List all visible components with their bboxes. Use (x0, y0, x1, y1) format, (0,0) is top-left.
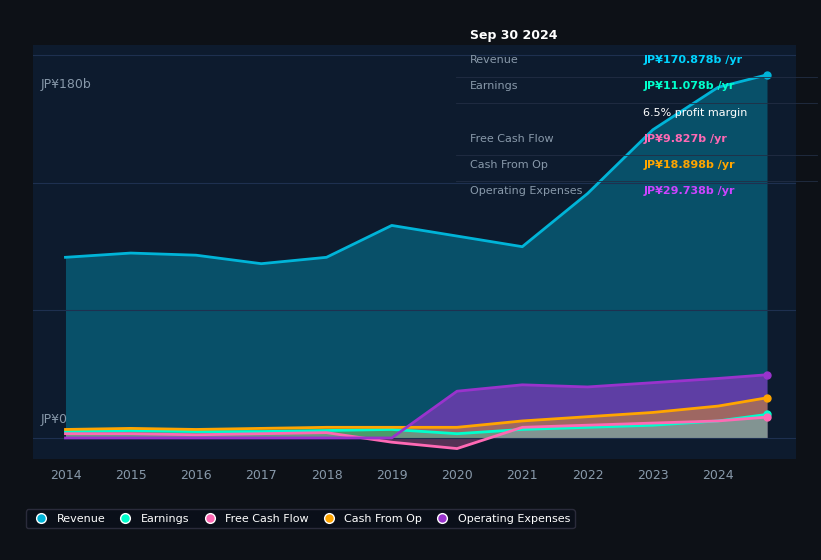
Text: Revenue: Revenue (470, 55, 519, 66)
Text: JP¥180b: JP¥180b (40, 78, 91, 91)
Text: Earnings: Earnings (470, 82, 519, 91)
Text: Operating Expenses: Operating Expenses (470, 186, 582, 195)
Text: JP¥9.827b /yr: JP¥9.827b /yr (644, 134, 727, 143)
Text: Sep 30 2024: Sep 30 2024 (470, 29, 557, 41)
Text: 6.5% profit margin: 6.5% profit margin (644, 108, 748, 118)
Text: JP¥0: JP¥0 (40, 413, 67, 426)
Text: JP¥170.878b /yr: JP¥170.878b /yr (644, 55, 743, 66)
Text: JP¥11.078b /yr: JP¥11.078b /yr (644, 82, 735, 91)
Legend: Revenue, Earnings, Free Cash Flow, Cash From Op, Operating Expenses: Revenue, Earnings, Free Cash Flow, Cash … (25, 510, 575, 528)
Text: JP¥18.898b /yr: JP¥18.898b /yr (644, 160, 735, 170)
Text: JP¥29.738b /yr: JP¥29.738b /yr (644, 186, 735, 195)
Text: Free Cash Flow: Free Cash Flow (470, 134, 553, 143)
Text: Cash From Op: Cash From Op (470, 160, 548, 170)
